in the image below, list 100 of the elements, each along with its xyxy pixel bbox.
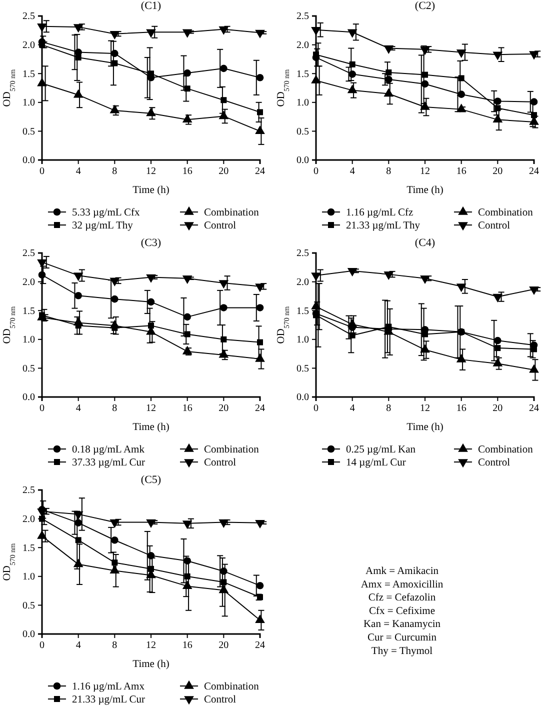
point [146,29,156,38]
point [37,24,47,32]
y-tick-label: 0.0 [296,155,309,166]
x-tick-label: 0 [314,403,318,414]
point [256,304,264,312]
x-tick-label: 8 [112,403,118,414]
x-axis-title: Time (h) [132,422,170,433]
point [347,268,358,277]
point [529,364,539,373]
y-tick-label: 1.5 [22,542,35,554]
point [220,336,227,342]
point [347,84,358,94]
legend-label: 21.33 µg/mL Thy [346,220,421,232]
x-axis-title: Time (h) [406,185,444,196]
legend-label: 14 µg/mL Cur [346,458,406,468]
legend-label: 1.16 µg/mL Cfz [346,208,414,218]
legend-label: Combination [478,208,534,218]
legend-label: Control [478,458,510,468]
x-tick-label: 16 [182,640,192,652]
point [73,89,84,98]
point [255,284,265,292]
point [112,60,118,66]
point [184,331,190,338]
point [220,97,227,104]
point [311,74,321,84]
y-tick-label: 1.0 [22,98,35,109]
y-tick-label: 0.0 [22,155,35,166]
point [257,109,263,116]
point [529,286,539,295]
x-tick-label: 0 [40,166,44,178]
text: Cfz = Cefazolin [368,592,436,604]
y-tick-label: 0.0 [22,392,35,404]
x-tick-label: 4 [350,403,355,414]
x-tick-label: 20 [218,166,229,178]
x-tick-label: 12 [146,403,156,414]
y-tick-label: 2.0 [296,40,309,51]
point [422,331,428,338]
x-axis-title: Time (h) [132,185,170,196]
point [492,294,503,302]
point [147,298,155,306]
legend-label: 32 µg/mL Thy [72,220,134,232]
x-tick-label: 24 [529,403,539,414]
y-tick-label: 1.5 [296,68,309,80]
point [146,274,156,283]
point [37,78,47,86]
x-tick-label: 4 [76,640,81,652]
point [184,86,190,92]
y-tick-label: 2.0 [22,277,35,288]
point [257,339,263,346]
x-tick-label: 16 [182,403,192,414]
point [111,295,118,303]
x-tick-label: 16 [182,166,192,178]
point [218,26,229,35]
point [146,108,156,116]
y-tick-label: 0.5 [22,126,35,138]
point [255,126,265,134]
point [110,564,120,574]
point [182,114,192,123]
legend-label: 5.33 µg/mL Cfx [72,208,141,218]
x-tick-label: 12 [146,166,156,178]
y-tick-label: 0.5 [22,363,35,374]
x-axis-title: Time (h) [406,422,444,433]
x-tick-label: 8 [386,403,392,414]
point [75,54,82,60]
point [184,313,191,321]
point [386,69,392,76]
y-tick-label: 1.5 [22,306,35,317]
point [311,272,321,282]
x-tick-label: 20 [492,166,503,178]
chart-title: (C4) [414,237,436,249]
x-tick-label: 0 [40,640,44,652]
point [456,49,466,58]
point [347,29,358,38]
x-tick-label: 4 [76,166,81,178]
y-tick-label: 0.0 [296,392,309,404]
point [422,72,428,78]
legend-label: 37.33 µg/mL Cur [72,458,146,468]
x-tick-label: 24 [255,166,265,178]
point [529,51,539,60]
y-tick-label: 2.0 [22,514,35,525]
point [420,276,430,284]
point [384,45,394,54]
text: Amk = Amikacin [366,566,440,577]
x-tick-label: 24 [529,166,539,178]
text: Thy = Thymol [371,646,433,657]
x-tick-label: 4 [76,403,81,414]
y-tick-label: 1.5 [22,68,35,80]
point [494,345,501,352]
x-tick-label: 12 [420,403,430,414]
point [218,519,229,528]
point [311,26,321,36]
chart-title: (C1) [140,0,162,12]
x-tick-label: 16 [456,166,466,178]
y-tick-label: 2.5 [22,11,35,22]
point [255,30,265,38]
x-tick-label: 8 [112,166,118,178]
point [255,520,265,529]
point [74,292,82,300]
y-tick-label: 0.5 [296,126,309,138]
y-tick-label: 1.5 [296,306,309,317]
